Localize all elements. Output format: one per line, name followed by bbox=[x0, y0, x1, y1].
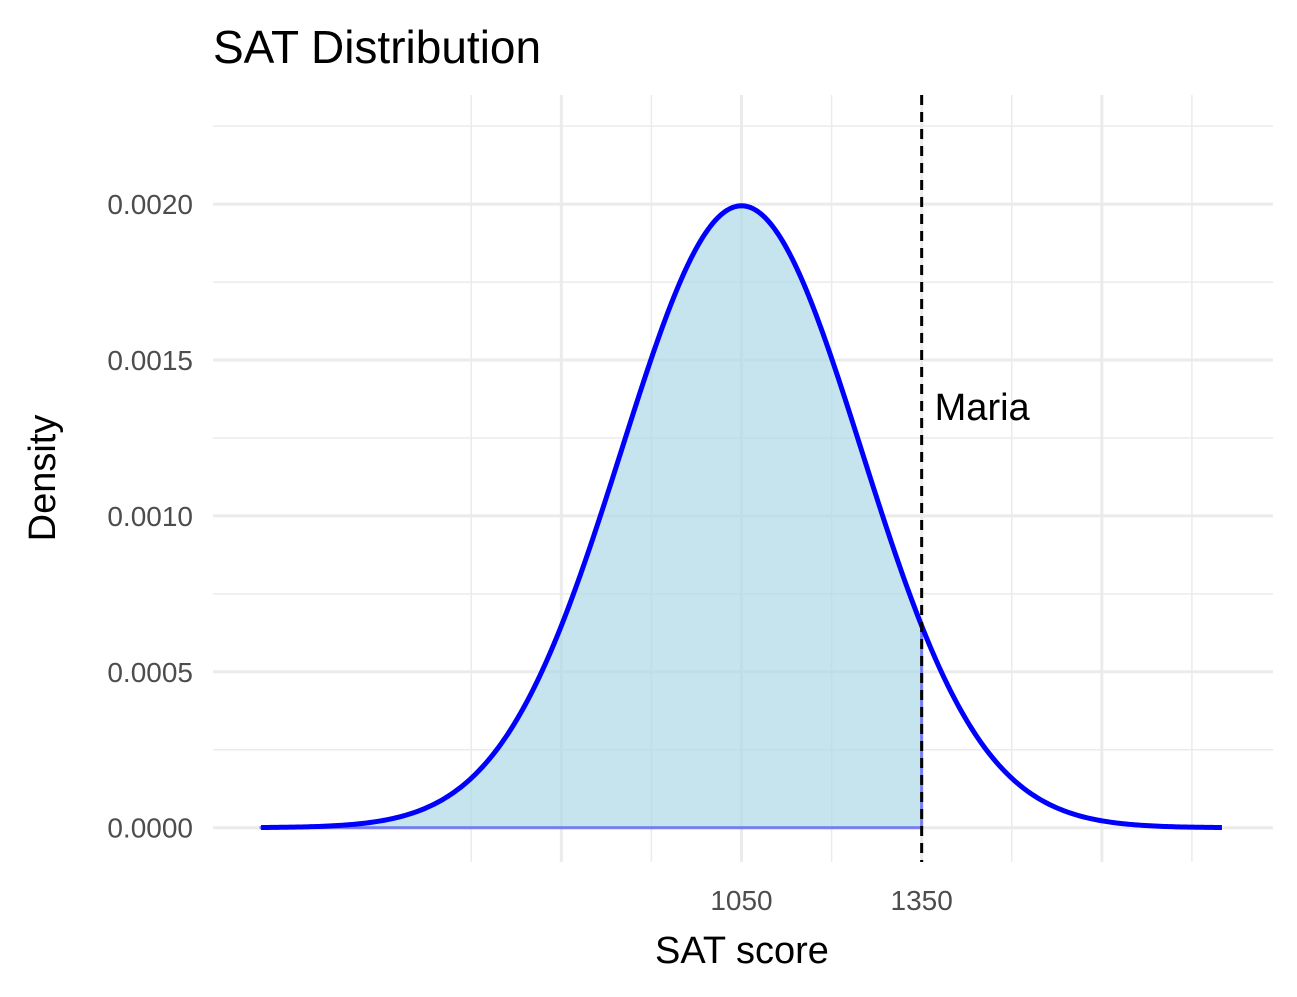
x-tick-label-1: 1350 bbox=[891, 885, 953, 916]
x-tick-label-0: 1050 bbox=[710, 885, 772, 916]
chart-title: SAT Distribution bbox=[213, 21, 541, 73]
y-tick-label-1: 0.0005 bbox=[107, 657, 193, 688]
maria-annotation: Maria bbox=[935, 387, 1031, 429]
y-tick-label-2: 0.0010 bbox=[107, 501, 193, 532]
y-tick-label-4: 0.0020 bbox=[107, 189, 193, 220]
y-axis-ticks: 0.0000 0.0005 0.0010 0.0015 0.0020 bbox=[107, 189, 193, 844]
density-curve bbox=[260, 203, 1223, 830]
y-tick-label-3: 0.0015 bbox=[107, 345, 193, 376]
x-axis-ticks: 1050 1350 bbox=[710, 885, 952, 916]
y-axis-title: Density bbox=[22, 415, 64, 542]
y-tick-label-0: 0.0000 bbox=[107, 813, 193, 844]
x-axis-title: SAT score bbox=[655, 930, 829, 972]
